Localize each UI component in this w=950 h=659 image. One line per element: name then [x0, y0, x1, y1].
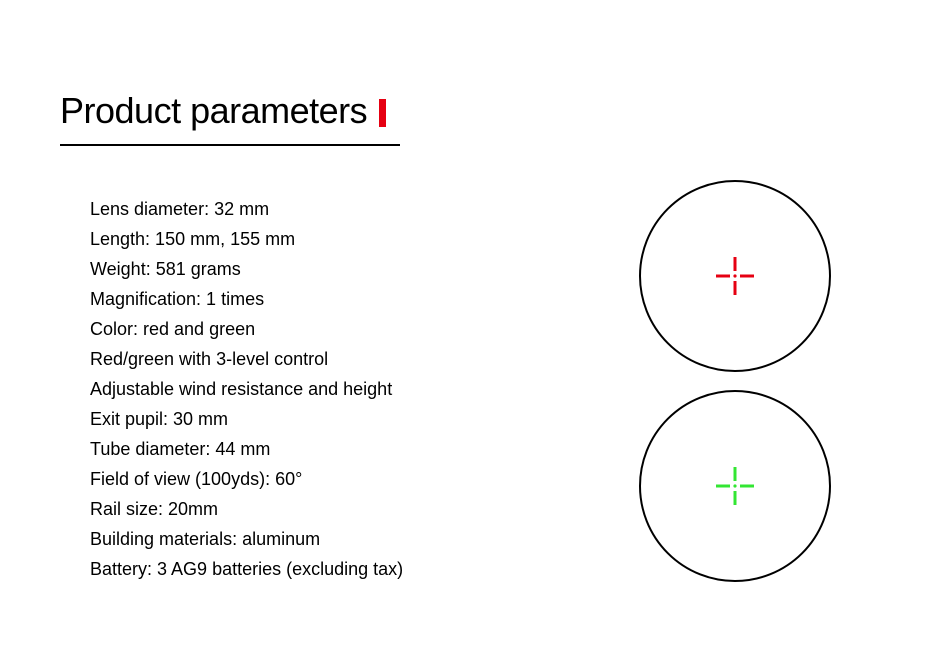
reticle-green-icon	[710, 461, 760, 511]
right-column	[590, 90, 890, 584]
param-line: Lens diameter: 32 mm	[90, 194, 590, 224]
parameters-list: Lens diameter: 32 mmLength: 150 mm, 155 …	[60, 194, 590, 584]
reticle-red-icon	[710, 251, 760, 301]
param-line: Red/green with 3-level control	[90, 344, 590, 374]
param-line: Rail size: 20mm	[90, 494, 590, 524]
param-line: Exit pupil: 30 mm	[90, 404, 590, 434]
param-line: Magnification: 1 times	[90, 284, 590, 314]
product-parameters-panel: Product parameters Lens diameter: 32 mmL…	[0, 0, 950, 584]
page-title: Product parameters	[60, 90, 367, 132]
param-line: Length: 150 mm, 155 mm	[90, 224, 590, 254]
param-line: Battery: 3 AG9 batteries (excluding tax)	[90, 554, 590, 584]
title-underline-wrap: Product parameters	[60, 90, 400, 146]
param-line: Tube diameter: 44 mm	[90, 434, 590, 464]
param-line: Color: red and green	[90, 314, 590, 344]
sight-circle-red	[639, 180, 831, 372]
title-accent-bar	[379, 99, 386, 127]
param-line: Weight: 581 grams	[90, 254, 590, 284]
param-line: Adjustable wind resistance and height	[90, 374, 590, 404]
sight-circle-green	[639, 390, 831, 582]
param-line: Building materials: aluminum	[90, 524, 590, 554]
left-column: Product parameters Lens diameter: 32 mmL…	[60, 90, 590, 584]
param-line: Field of view (100yds): 60°	[90, 464, 590, 494]
